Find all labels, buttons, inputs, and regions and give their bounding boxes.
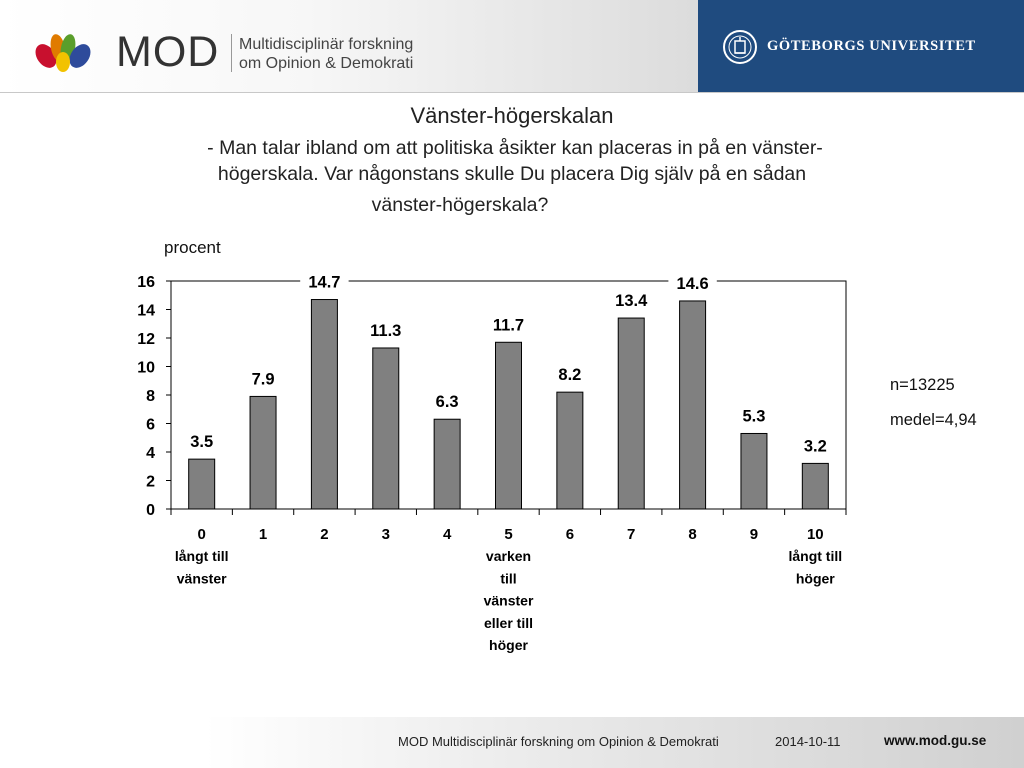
question-line-1: - Man talar ibland om att politiska åsik… [207, 137, 823, 159]
data-label-bg [607, 289, 656, 312]
bar [801, 462, 829, 510]
x-category-sublabel: långt till [788, 548, 842, 564]
y-tick-label: 2 [146, 474, 155, 491]
mod-flower-logo [35, 34, 91, 72]
footer-org: MOD Multidisciplinär forskning om Opinio… [398, 734, 719, 749]
y-axis-unit-label: procent [164, 238, 221, 257]
bar [495, 341, 522, 510]
x-category-label: 9 [750, 526, 758, 543]
y-tick-label: 12 [137, 331, 155, 348]
bar [556, 391, 584, 510]
x-category-sublabel: höger [796, 570, 835, 586]
mod-subtitle: Multidisciplinär forskning om Opinion & … [239, 35, 413, 73]
data-label: 3.5 [190, 433, 213, 451]
header-divider [231, 34, 232, 72]
question-line-2: högerskala. Var någonstans skulle Du pla… [217, 163, 807, 185]
mod-subtitle-line2: om Opinion & Demokrati [239, 55, 414, 72]
x-category-sublabel: vänster [484, 593, 534, 609]
university-seal-icon [723, 30, 757, 64]
footer-url-link[interactable]: www.mod.gu.se [884, 733, 987, 748]
data-label-bg [550, 363, 590, 386]
sample-size-text: n=13225 [890, 376, 955, 394]
data-label: 7.9 [252, 370, 275, 388]
bar [249, 395, 277, 510]
x-category-sublabel: höger [489, 637, 528, 653]
bar [740, 432, 768, 510]
data-label-bg [182, 430, 222, 453]
x-category-label: 8 [688, 526, 696, 543]
data-label: 13.4 [615, 292, 648, 310]
x-category-sublabel: till [500, 570, 516, 586]
bar [433, 418, 461, 510]
y-tick-label: 6 [146, 417, 155, 434]
bar [617, 317, 645, 510]
x-category-sublabel: långt till [175, 548, 229, 564]
university-banner [698, 0, 1024, 92]
y-tick-label: 8 [146, 388, 155, 405]
data-label-bg [734, 404, 774, 427]
data-label: 8.2 [558, 366, 581, 384]
data-label: 6.3 [436, 393, 459, 411]
data-label-bg [300, 270, 349, 293]
mean-text: medel=4,94 [890, 411, 977, 429]
data-label: 5.3 [742, 407, 765, 425]
x-category-label: 3 [382, 526, 390, 543]
footer-date: 2014-10-11 [775, 734, 841, 749]
slide-title: Vänster-högerskalan [410, 103, 614, 128]
x-category-sublabel: varken [486, 548, 531, 564]
data-label: 14.6 [677, 275, 709, 293]
bar [188, 458, 216, 510]
bar [310, 299, 338, 510]
question-line-3: vänster-högerskala? [371, 194, 549, 216]
mod-wordmark: MOD [116, 28, 220, 76]
y-tick-label: 4 [146, 445, 155, 462]
x-category-label: 5 [504, 526, 512, 543]
y-tick-label: 14 [137, 303, 155, 320]
data-label-bg [668, 271, 717, 294]
y-tick-label: 0 [146, 502, 155, 519]
data-label-bg [484, 313, 533, 336]
data-label: 14.7 [308, 274, 340, 292]
footer-bar [0, 717, 1024, 768]
y-tick-label: 16 [137, 274, 155, 291]
data-label-bg [427, 390, 467, 413]
x-category-label: 2 [320, 526, 328, 543]
x-category-sublabel: eller till [484, 615, 533, 631]
data-label-bg [243, 367, 283, 390]
mod-subtitle-line1: Multidisciplinär forskning [239, 36, 414, 53]
data-label-bg [361, 318, 410, 341]
x-category-label: 4 [443, 526, 452, 543]
bar [372, 347, 400, 510]
data-label: 3.2 [804, 437, 827, 455]
x-category-label: 1 [259, 526, 267, 543]
x-category-label: 6 [566, 526, 574, 543]
x-category-label: 7 [627, 526, 635, 543]
data-label: 11.7 [493, 316, 524, 334]
data-label: 11.3 [370, 322, 401, 340]
x-category-label: 0 [198, 526, 206, 543]
y-tick-label: 10 [137, 360, 155, 377]
x-category-label: 10 [807, 526, 824, 543]
bar [679, 300, 707, 510]
university-name: GÖTEBORGS UNIVERSITET [767, 38, 976, 54]
x-category-sublabel: vänster [177, 570, 227, 586]
data-label-bg [795, 434, 835, 457]
